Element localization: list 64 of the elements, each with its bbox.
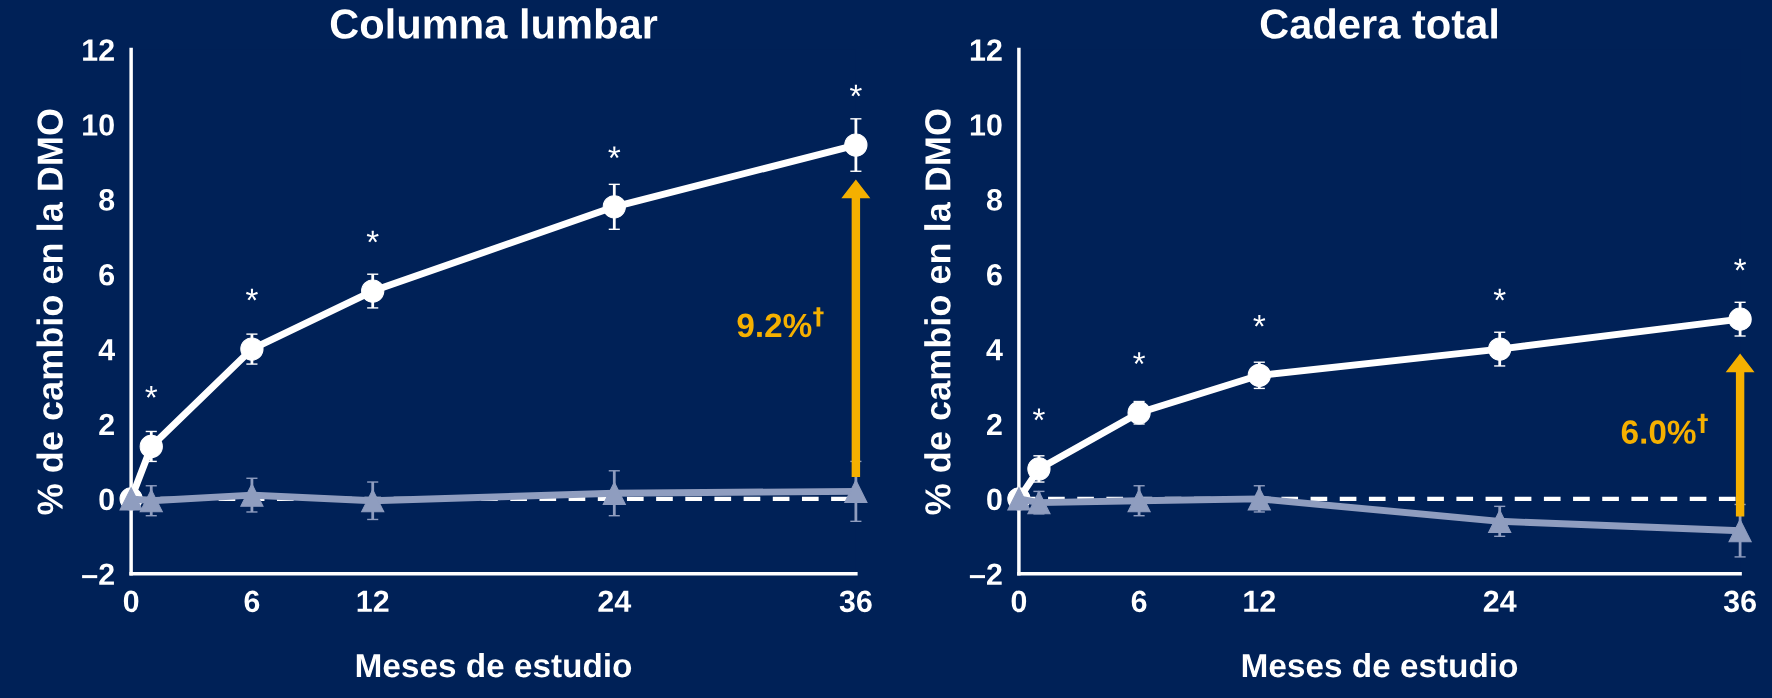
y-tick-label: 2 — [987, 413, 1002, 436]
point — [1127, 489, 1151, 513]
y-tick-label: 10 — [970, 114, 1002, 136]
annotation: * — [245, 288, 258, 301]
x-tick-label: 0 — [123, 590, 139, 613]
y-tick-label: –2 — [969, 563, 1002, 585]
chart-title: Cadera total — [1260, 8, 1497, 39]
x-tick-label: 6 — [244, 590, 260, 613]
x-tick-label: 12 — [1244, 590, 1276, 612]
x-tick-label: 0 — [1011, 590, 1027, 613]
annotation: * — [608, 146, 621, 159]
annotation: * — [145, 386, 158, 398]
point — [240, 337, 264, 361]
annotation: * — [1253, 314, 1266, 327]
x-tick-label: 6 — [1131, 590, 1147, 613]
y-axis-title: % de cambio en la DMO — [36, 109, 63, 515]
point — [844, 133, 868, 157]
point — [844, 479, 868, 504]
point — [139, 489, 163, 513]
y-tick-label: –2 — [82, 563, 114, 585]
annotation: 9.2%$^{†}$ — [737, 307, 824, 338]
y-tick-label: 8 — [986, 189, 1002, 211]
point — [1127, 401, 1151, 425]
point — [602, 481, 626, 505]
point — [1488, 509, 1512, 533]
annotation: * — [1734, 258, 1747, 271]
y-tick-label: 6 — [99, 263, 115, 286]
x-tick-label: 24 — [1483, 590, 1517, 612]
y-axis-title: % de cambio en la DMO — [924, 109, 951, 515]
annotation: * — [1032, 408, 1045, 421]
point — [139, 434, 163, 459]
point — [1027, 457, 1051, 481]
point — [1488, 337, 1512, 361]
point — [1027, 490, 1051, 515]
annotation: * — [366, 230, 379, 243]
y-tick-label: 2 — [99, 413, 114, 436]
y-tick-label: 6 — [987, 263, 1002, 286]
x-tick-label: 36 — [839, 590, 872, 613]
y-tick-label: 12 — [970, 39, 1002, 61]
x-tick-label: 24 — [598, 590, 632, 612]
y-tick-label: 0 — [99, 488, 114, 511]
point — [1247, 363, 1271, 387]
point — [1728, 519, 1752, 543]
point — [1247, 487, 1271, 511]
y-tick-label: 8 — [99, 189, 115, 211]
x-tick-label: 12 — [357, 590, 389, 612]
point — [240, 483, 264, 507]
annotation: * — [1133, 352, 1146, 365]
x-axis-title: Meses de estudio — [356, 652, 632, 678]
y-tick-label: 4 — [98, 339, 115, 361]
point — [602, 195, 626, 219]
y-tick-label: 12 — [83, 39, 114, 61]
annotation: * — [849, 84, 862, 97]
annotation: * — [1493, 288, 1506, 301]
chart-title: Columna lumbar — [330, 8, 658, 39]
point — [1728, 307, 1752, 331]
x-axis-title: Meses de estudio — [1242, 652, 1518, 678]
y-tick-label: 10 — [83, 114, 114, 136]
x-tick-label: 36 — [1723, 590, 1756, 613]
point — [361, 489, 385, 513]
y-tick-label: 4 — [986, 339, 1003, 361]
point — [361, 279, 385, 303]
annotation: 6.0%$^{†}$ — [1621, 413, 1708, 444]
y-tick-label: 0 — [987, 488, 1002, 511]
